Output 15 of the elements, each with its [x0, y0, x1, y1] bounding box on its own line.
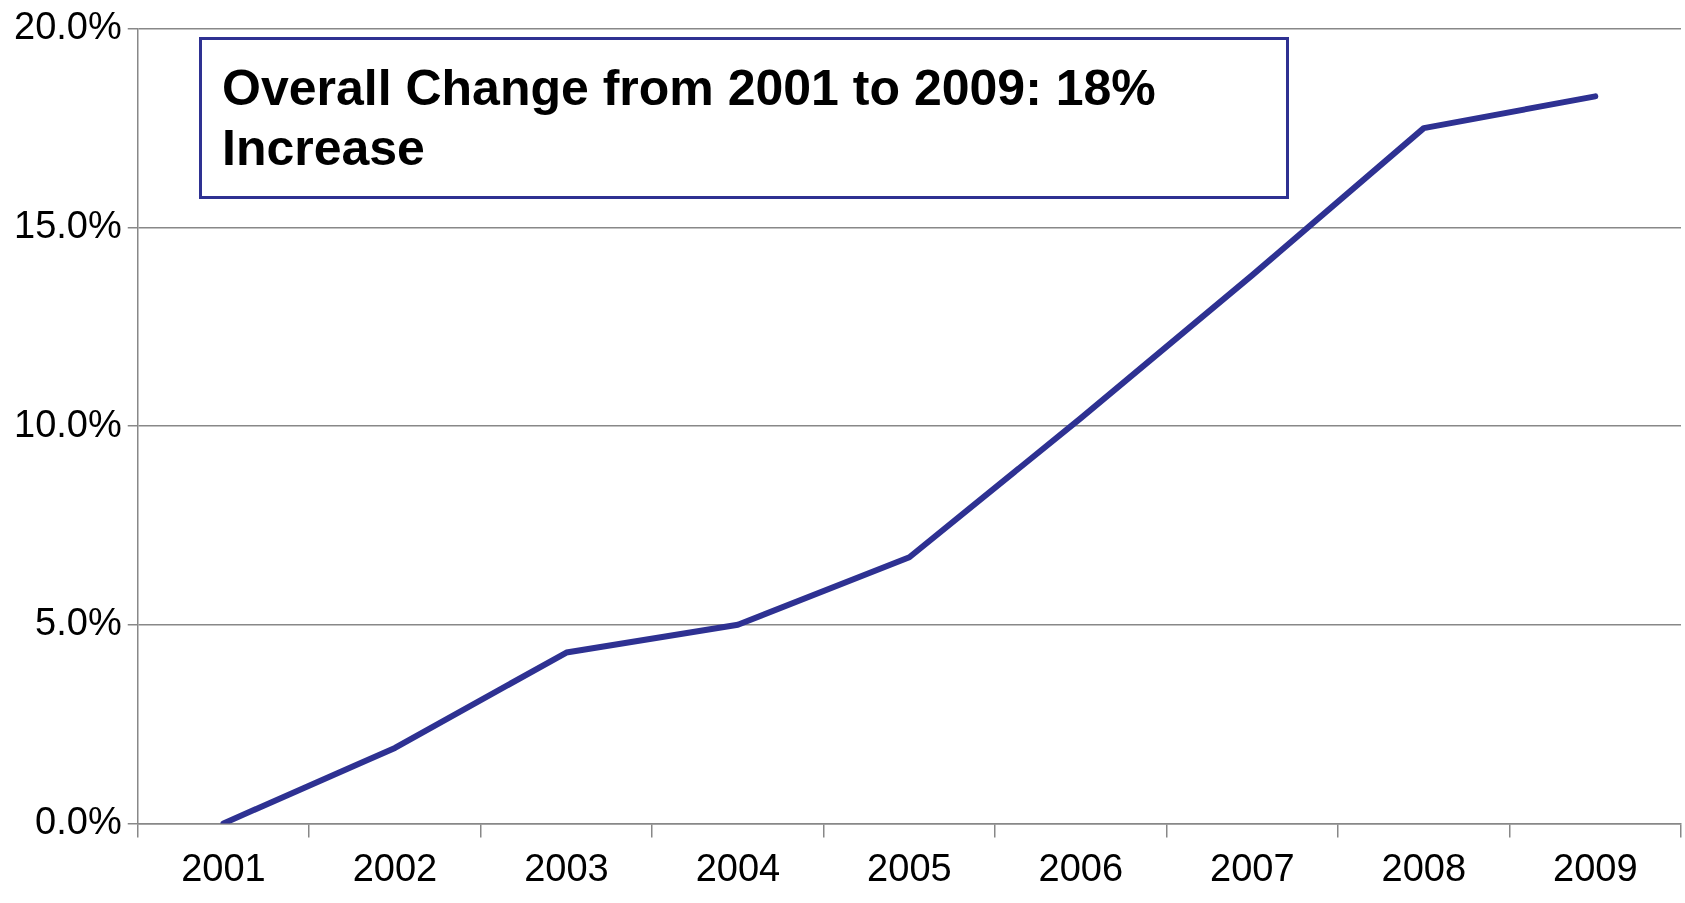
y-tick-label: 5.0%	[35, 601, 122, 644]
y-tick-label: 0.0%	[35, 799, 122, 842]
x-tick-label: 2002	[352, 846, 438, 889]
x-tick-label: 2005	[867, 846, 952, 889]
x-tick-label: 2008	[1381, 846, 1467, 889]
x-tick-label: 2007	[1210, 846, 1295, 889]
x-tick-label: 2009	[1552, 846, 1638, 889]
x-tick-label: 2001	[181, 846, 266, 889]
annotation: Overall Change from 2001 to 2009: 18% Increase	[199, 37, 1289, 199]
x-tick-label: 2004	[695, 846, 781, 889]
x-tick-label: 2006	[1038, 846, 1124, 889]
y-tick-label: 20.0%	[14, 5, 122, 48]
y-tick-label: 10.0%	[14, 402, 122, 445]
y-tick-label: 15.0%	[14, 203, 122, 246]
x-tick-label: 2003	[524, 846, 609, 889]
